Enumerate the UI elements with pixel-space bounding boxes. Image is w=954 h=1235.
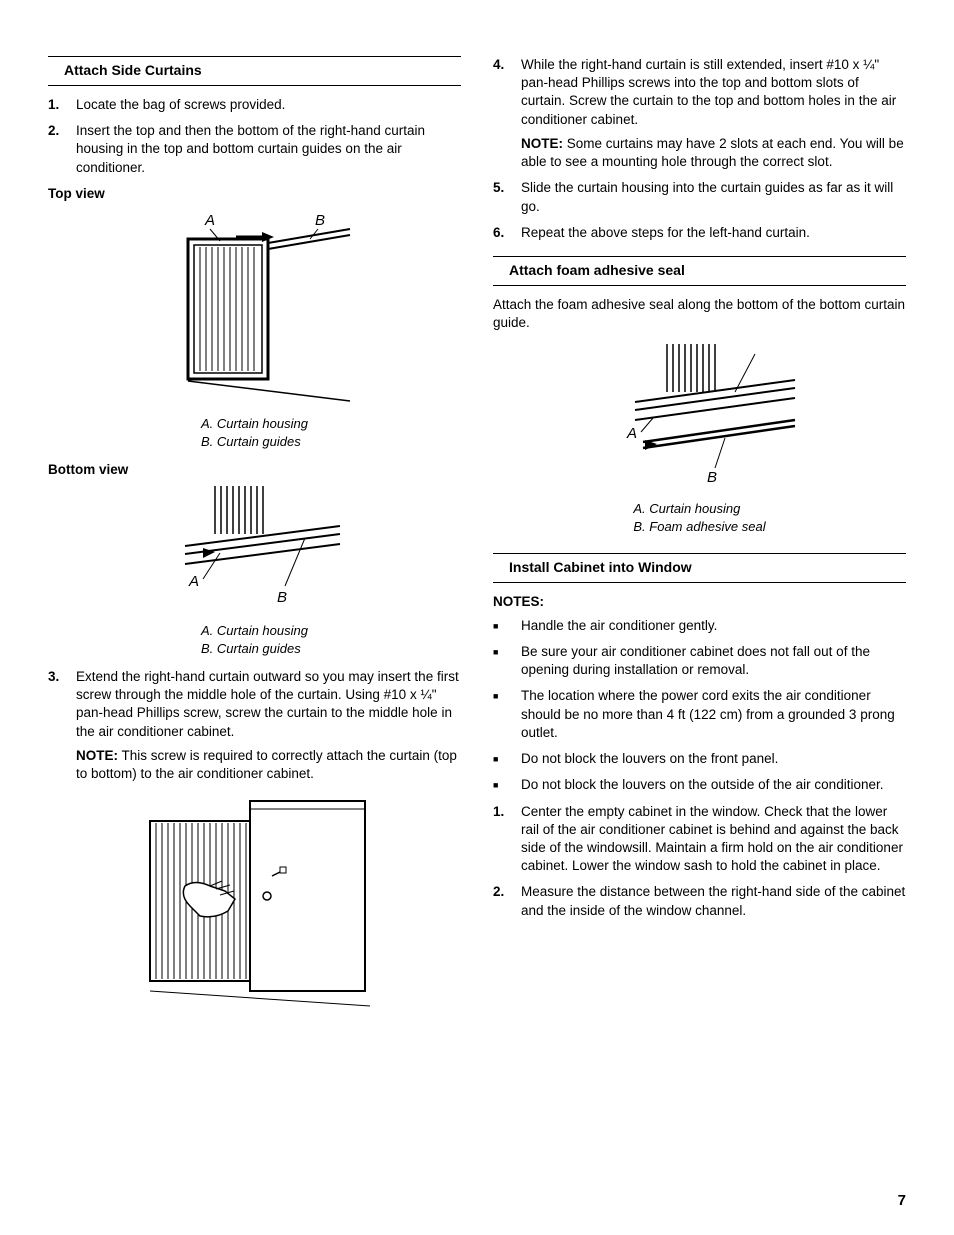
- bottom-view-label: Bottom view: [48, 461, 461, 479]
- caption-line: B. Curtain guides: [201, 641, 301, 656]
- step-number: 5.: [493, 179, 521, 215]
- step-text: Slide the curtain housing into the curta…: [521, 179, 906, 215]
- note-item: Do not block the louvers on the outside …: [493, 776, 906, 794]
- step-text: While the right-hand curtain is still ex…: [521, 56, 906, 171]
- note-item: The location where the power cord exits …: [493, 687, 906, 742]
- figure-extend-curtain: [48, 791, 461, 1011]
- caption-line: A. Curtain housing: [201, 416, 308, 431]
- section-attach-side-curtains: Attach Side Curtains: [48, 56, 461, 86]
- notes-list: Handle the air conditioner gently. Be su…: [493, 617, 906, 795]
- caption-line: B. Foam adhesive seal: [633, 519, 765, 534]
- step-item: 2. Insert the top and then the bottom of…: [48, 122, 461, 177]
- note-text: Some curtains may have 2 slots at each e…: [521, 136, 904, 169]
- left-column: Attach Side Curtains 1. Locate the bag o…: [48, 56, 461, 1021]
- step-item: 6. Repeat the above steps for the left-h…: [493, 224, 906, 242]
- step-number: 1.: [493, 803, 521, 876]
- steps-list-3: 4. While the right-hand curtain is still…: [493, 56, 906, 242]
- steps-list-4: 1. Center the empty cabinet in the windo…: [493, 803, 906, 920]
- step-item: 3. Extend the right-hand curtain outward…: [48, 668, 461, 783]
- figure-top-view: A B: [48, 209, 461, 451]
- label-a: A: [626, 425, 637, 442]
- caption-line: A. Curtain housing: [633, 501, 740, 516]
- step-text: Extend the right-hand curtain outward so…: [76, 668, 461, 783]
- steps-list-1: 1. Locate the bag of screws provided. 2.…: [48, 96, 461, 177]
- step-item: 2. Measure the distance between the righ…: [493, 883, 906, 919]
- steps-list-2: 3. Extend the right-hand curtain outward…: [48, 668, 461, 783]
- top-view-label: Top view: [48, 185, 461, 203]
- step-text: Insert the top and then the bottom of th…: [76, 122, 461, 177]
- figure-caption: A. Curtain housing B. Foam adhesive seal: [633, 500, 765, 536]
- step-item: 4. While the right-hand curtain is still…: [493, 56, 906, 171]
- label-b: B: [315, 212, 325, 229]
- section-intro-text: Attach the foam adhesive seal along the …: [493, 296, 906, 332]
- label-a: A: [204, 212, 215, 229]
- note-label: NOTE:: [76, 748, 118, 763]
- label-a: A: [188, 573, 199, 590]
- step-text: Measure the distance between the right-h…: [521, 883, 906, 919]
- step-number: 2.: [493, 883, 521, 919]
- step-text: Repeat the above steps for the left-hand…: [521, 224, 906, 242]
- step-number: 4.: [493, 56, 521, 171]
- step-item: 1. Locate the bag of screws provided.: [48, 96, 461, 114]
- notes-heading: NOTES:: [493, 593, 906, 611]
- step-number: 6.: [493, 224, 521, 242]
- figure-caption: A. Curtain housing B. Curtain guides: [201, 622, 308, 658]
- note-item: Do not block the louvers on the front pa…: [493, 750, 906, 768]
- step-number: 1.: [48, 96, 76, 114]
- section-attach-foam-seal: Attach foam adhesive seal: [493, 256, 906, 286]
- section-install-cabinet: Install Cabinet into Window: [493, 554, 906, 583]
- note-item: Handle the air conditioner gently.: [493, 617, 906, 635]
- page-number: 7: [898, 1191, 906, 1211]
- label-b: B: [707, 469, 717, 486]
- step-text: Center the empty cabinet in the window. …: [521, 803, 906, 876]
- step-text: Locate the bag of screws provided.: [76, 96, 461, 114]
- caption-line: A. Curtain housing: [201, 623, 308, 638]
- label-b: B: [277, 589, 287, 606]
- note-item: Be sure your air conditioner cabinet doe…: [493, 643, 906, 679]
- step-number: 2.: [48, 122, 76, 177]
- caption-line: B. Curtain guides: [201, 434, 301, 449]
- step-item: 1. Center the empty cabinet in the windo…: [493, 803, 906, 876]
- right-column: 4. While the right-hand curtain is still…: [493, 56, 906, 1021]
- figure-bottom-view: A B A. Curtain housing B. Curtain guides: [48, 486, 461, 658]
- figure-caption: A. Curtain housing B. Curtain guides: [201, 415, 308, 451]
- figure-foam-seal: A B A. Curtain housing B. Foam adhesive …: [493, 344, 906, 536]
- step-number: 3.: [48, 668, 76, 783]
- step-item: 5. Slide the curtain housing into the cu…: [493, 179, 906, 215]
- note-label: NOTE:: [521, 136, 563, 151]
- note-text: This screw is required to correctly atta…: [76, 748, 457, 781]
